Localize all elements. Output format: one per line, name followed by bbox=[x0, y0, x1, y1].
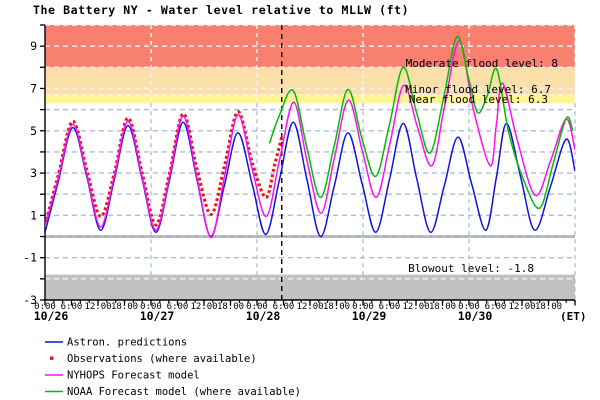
chart-title: The Battery NY - Water level relative to… bbox=[33, 3, 409, 17]
x-time-label: 18:00 bbox=[111, 302, 138, 312]
y-tick-label--1: -1 bbox=[23, 251, 37, 265]
x-time-label: 6:00 bbox=[379, 302, 401, 312]
legend-label-observations: Observations (where available) bbox=[67, 353, 257, 365]
x-time-label: 6:00 bbox=[61, 302, 83, 312]
blowout-level-label: Blowout level: -1.8 bbox=[408, 262, 534, 275]
x-time-label: 6:00 bbox=[167, 302, 189, 312]
y-tick-label-1: 1 bbox=[30, 208, 37, 222]
timezone-label: (ET) bbox=[560, 310, 587, 323]
minor-flood-label: Minor flood level: 6.7 bbox=[405, 83, 551, 96]
x-time-label: 12:00 bbox=[402, 302, 429, 312]
band-near-flood bbox=[45, 94, 575, 104]
x-time-label: 0:00 bbox=[140, 302, 162, 312]
legend-label-astron: Astron. predictions bbox=[67, 337, 187, 349]
y-tick-label-9: 9 bbox=[30, 39, 37, 53]
x-time-label: 12:00 bbox=[84, 302, 111, 312]
near-flood-label: Near flood level: 6.3 bbox=[409, 93, 548, 106]
y-tick-label-3: 3 bbox=[30, 166, 37, 180]
legend-label-noaa: NOAA Forecast model (where available) bbox=[67, 386, 301, 398]
series-nyhops-forecast-model bbox=[45, 40, 575, 239]
x-time-label: 0:00 bbox=[34, 302, 56, 312]
x-date-label-10-27: 10/27 bbox=[140, 309, 175, 323]
band-minor-flood bbox=[45, 67, 575, 95]
moderate-flood-label: Moderate flood level: 8 bbox=[406, 57, 558, 70]
x-date-label-10-26: 10/26 bbox=[34, 309, 69, 323]
legend: Astron. predictions Observations (where … bbox=[45, 337, 301, 398]
x-date-label-10-28: 10/28 bbox=[246, 309, 281, 323]
y-tick-label-5: 5 bbox=[30, 124, 37, 138]
y-tick-label--3: -3 bbox=[23, 293, 37, 307]
x-time-label: 6:00 bbox=[273, 302, 295, 312]
x-time-label: 0:00 bbox=[246, 302, 268, 312]
x-time-label: 12:00 bbox=[296, 302, 323, 312]
x-time-label: 0:00 bbox=[458, 302, 480, 312]
x-time-label: 18:00 bbox=[217, 302, 244, 312]
x-time-label: 12:00 bbox=[508, 302, 535, 312]
x-date-label-10-29: 10/29 bbox=[352, 309, 387, 323]
x-time-label: 18:00 bbox=[535, 302, 562, 312]
data-series bbox=[45, 35, 575, 239]
x-time-label: 18:00 bbox=[323, 302, 350, 312]
x-time-label: 12:00 bbox=[190, 302, 217, 312]
y-tick-label-7: 7 bbox=[30, 81, 37, 95]
legend-swatch-observations-dot bbox=[50, 356, 54, 360]
legend-label-nyhops: NYHOPS Forecast model bbox=[67, 370, 200, 382]
x-time-label: 0:00 bbox=[352, 302, 374, 312]
series-noaa-forecast-model-where-available bbox=[268, 35, 574, 209]
x-time-label: 18:00 bbox=[429, 302, 456, 312]
x-date-label-10-30: 10/30 bbox=[458, 309, 493, 323]
x-time-label: 6:00 bbox=[485, 302, 507, 312]
